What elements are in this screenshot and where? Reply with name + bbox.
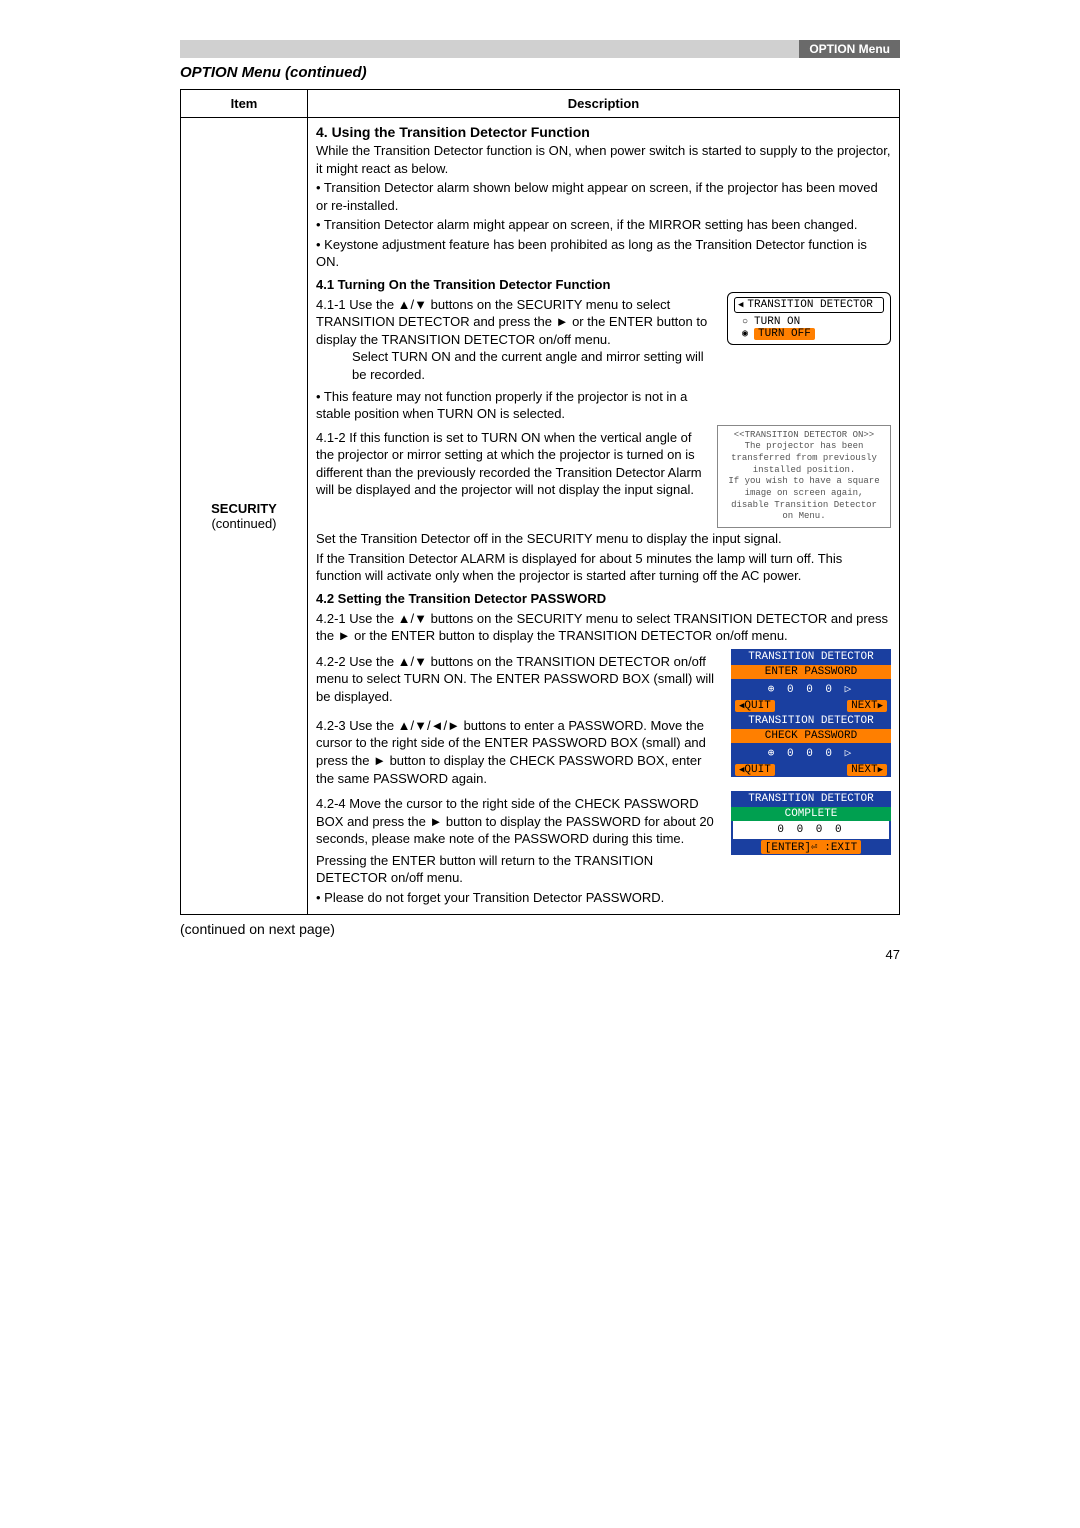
osd-quit: QUIT (744, 764, 770, 776)
osd-check-password: TRANSITION DETECTOR CHECK PASSWORD 0 0 0… (731, 713, 891, 777)
radio-on-icon (742, 328, 748, 340)
osd-title: TRANSITION DETECTOR (747, 299, 872, 311)
step-4-2-4: 4.2-4 Move the cursor to the right side … (316, 795, 721, 848)
step-4-1-1-note: • This feature may not function properly… (316, 388, 717, 423)
step-4-2-2: 4.2-2 Use the ▲/▼ buttons on the TRANSIT… (316, 653, 721, 706)
step-4-1-2: 4.1-2 If this function is set to TURN ON… (316, 429, 707, 499)
step-body: Use the ▲/▼ buttons on the TRANSITION DE… (316, 654, 714, 704)
step-num: 4.2-2 (316, 654, 349, 669)
page-number: 47 (180, 947, 900, 962)
osd-sub-check: CHECK PASSWORD (731, 729, 891, 743)
alarm-title: <<TRANSITION DETECTOR ON>> (724, 430, 884, 442)
para-5min: If the Transition Detector ALARM is disp… (316, 550, 891, 585)
alarm-line-2: If you wish to have a square image on sc… (724, 476, 884, 523)
osd-transition-detector-menu: TRANSITION DETECTOR TURN ON TURN OFF (727, 292, 891, 345)
step-body: Use the ▲/▼ buttons on the SECURITY menu… (316, 297, 707, 347)
osd-next: NEXT (851, 764, 877, 776)
step-4-2-3: 4.2-3 Use the ▲/▼/◄/► buttons to enter a… (316, 717, 721, 787)
content-table: Item Description SECURITY (continued) 4.… (180, 89, 900, 915)
step-body: If this function is set to TURN ON when … (316, 430, 702, 498)
step-num: 4.2-4 (316, 796, 349, 811)
osd-header: TRANSITION DETECTOR (731, 649, 891, 665)
step-4-2-1: 4.2-1 Use the ▲/▼ buttons on the SECURIT… (316, 610, 891, 645)
continued-note: (continued on next page) (180, 921, 900, 937)
step-4-2-4-return: Pressing the ENTER button will return to… (316, 852, 721, 887)
osd-digits: 0 0 0 ▷ (731, 679, 891, 699)
step-num: 4.1-1 (316, 297, 349, 312)
osd-header: TRANSITION DETECTOR (731, 713, 891, 729)
step-4-1-1: 4.1-1 Use the ▲/▼ buttons on the SECURIT… (316, 296, 717, 384)
step-body: Move the cursor to the right side of the… (316, 796, 714, 846)
col-header-item: Item (181, 90, 308, 118)
step-num: 4.1-2 (316, 430, 349, 445)
osd-enter-password: TRANSITION DETECTOR ENTER PASSWORD 0 0 0… (731, 649, 891, 713)
left-arrow-icon (738, 299, 743, 311)
para-bullet-3: • Keystone adjustment feature has been p… (316, 236, 891, 271)
heading-4-2: 4.2 Setting the Transition Detector PASS… (316, 591, 891, 606)
item-label-sub: (continued) (189, 516, 299, 531)
heading-4-1: 4.1 Turning On the Transition Detector F… (316, 277, 891, 292)
para-bullet-2: • Transition Detector alarm might appear… (316, 216, 891, 234)
osd-quit: QUIT (744, 700, 770, 712)
item-label-main: SECURITY (189, 501, 299, 516)
alarm-line-1: The projector has been transferred from … (724, 441, 884, 476)
para-intro: While the Transition Detector function i… (316, 142, 891, 177)
osd-digits: 0 0 0 0 (731, 821, 891, 839)
step-num: 4.2-1 (316, 611, 349, 626)
step-num: 4.2-3 (316, 718, 349, 733)
osd-digits: 0 0 0 ▷ (731, 743, 891, 763)
osd-turn-off: TURN OFF (754, 328, 815, 340)
step-4-2-4-note: • Please do not forget your Transition D… (316, 889, 721, 907)
header-band-gray (180, 40, 799, 58)
col-header-description: Description (308, 90, 900, 118)
step-body-cont: Select TURN ON and the current angle and… (316, 348, 717, 383)
description-cell: 4. Using the Transition Detector Functio… (308, 118, 900, 915)
section-title: OPTION Menu (continued) (180, 64, 900, 81)
item-cell: SECURITY (continued) (181, 118, 308, 915)
heading-4: 4. Using the Transition Detector Functio… (316, 124, 891, 140)
step-body: Use the ▲/▼ buttons on the SECURITY menu… (316, 611, 888, 644)
para-set-off: Set the Transition Detector off in the S… (316, 530, 891, 548)
radio-off-icon (742, 316, 748, 328)
osd-complete: TRANSITION DETECTOR COMPLETE 0 0 0 0 [EN… (731, 791, 891, 855)
para-bullet-1: • Transition Detector alarm shown below … (316, 179, 891, 214)
header-band: OPTION Menu (180, 40, 900, 58)
osd-sub-complete: COMPLETE (731, 807, 891, 821)
osd-sub-enter: ENTER PASSWORD (731, 665, 891, 679)
header-label: OPTION Menu (799, 40, 900, 58)
osd-alarm-box: <<TRANSITION DETECTOR ON>> The projector… (717, 425, 891, 529)
step-body: Use the ▲/▼/◄/► buttons to enter a PASSW… (316, 718, 706, 786)
osd-header: TRANSITION DETECTOR (731, 791, 891, 807)
osd-enter-exit: [ENTER]⏎ :EXIT (761, 840, 861, 854)
osd-turn-on: TURN ON (754, 316, 800, 328)
osd-next: NEXT (851, 700, 877, 712)
